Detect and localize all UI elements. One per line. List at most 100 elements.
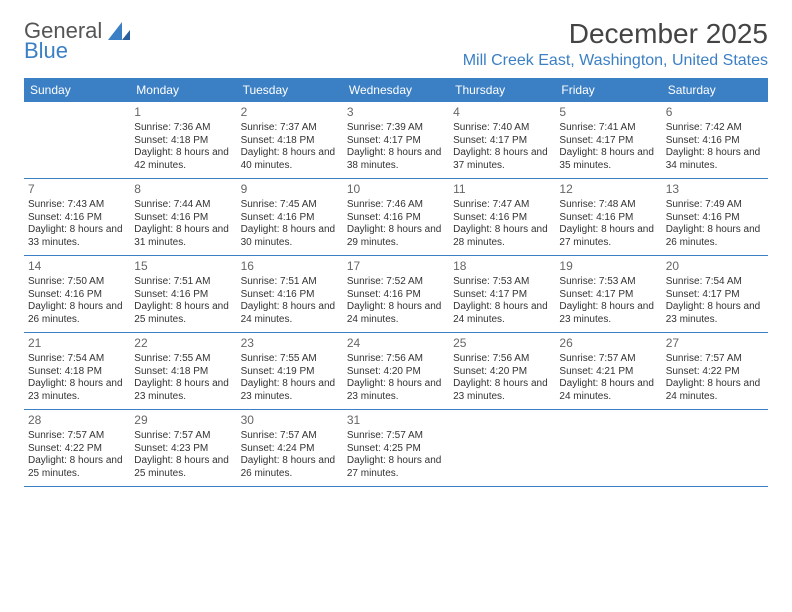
day-info: Sunrise: 7:53 AMSunset: 4:17 PMDaylight:… — [453, 276, 551, 326]
day-info: Sunrise: 7:55 AMSunset: 4:19 PMDaylight:… — [241, 353, 339, 403]
dow-tuesday: Tuesday — [237, 78, 343, 102]
day-number: 10 — [347, 182, 445, 197]
calendar-cell: 2 Sunrise: 7:37 AMSunset: 4:18 PMDaylight… — [237, 102, 343, 178]
day-number: 9 — [241, 182, 339, 197]
calendar-cell: 23 Sunrise: 7:55 AMSunset: 4:19 PMDayligh… — [237, 333, 343, 409]
calendar-cell — [24, 102, 130, 178]
dow-wednesday: Wednesday — [343, 78, 449, 102]
location-text: Mill Creek East, Washington, United Stat… — [463, 52, 768, 70]
day-info: Sunrise: 7:51 AMSunset: 4:16 PMDaylight:… — [241, 276, 339, 326]
dow-monday: Monday — [130, 78, 236, 102]
day-number: 3 — [347, 105, 445, 120]
day-info: Sunrise: 7:57 AMSunset: 4:21 PMDaylight:… — [559, 353, 657, 403]
calendar-cell: 22 Sunrise: 7:55 AMSunset: 4:18 PMDayligh… — [130, 333, 236, 409]
calendar-cell: 3 Sunrise: 7:39 AMSunset: 4:17 PMDaylight… — [343, 102, 449, 178]
calendar-cell: 24 Sunrise: 7:56 AMSunset: 4:20 PMDayligh… — [343, 333, 449, 409]
calendar-cell: 21Sunrise: 7:54 AMSunset: 4:18 PMDayligh… — [24, 333, 130, 409]
day-number: 24 — [347, 336, 445, 351]
calendar-cell: 12 Sunrise: 7:48 AMSunset: 4:16 PMDayligh… — [555, 179, 661, 255]
calendar-cell: 27 Sunrise: 7:57 AMSunset: 4:22 PMDayligh… — [662, 333, 768, 409]
day-number: 19 — [559, 259, 657, 274]
calendar-cell: 16 Sunrise: 7:51 AMSunset: 4:16 PMDayligh… — [237, 256, 343, 332]
calendar-cell: 26 Sunrise: 7:57 AMSunset: 4:21 PMDayligh… — [555, 333, 661, 409]
day-number: 31 — [347, 413, 445, 428]
day-number: 28 — [28, 413, 126, 428]
weeks-container: 1 Sunrise: 7:36 AMSunset: 4:18 PMDaylight… — [24, 102, 768, 487]
calendar-cell: 4 Sunrise: 7:40 AMSunset: 4:17 PMDaylight… — [449, 102, 555, 178]
week-row: 14 Sunrise: 7:50 AMSunset: 4:16 PMDayligh… — [24, 256, 768, 333]
day-info: Sunrise: 7:57 AMSunset: 4:24 PMDaylight:… — [241, 430, 339, 480]
day-info: Sunrise: 7:50 AMSunset: 4:16 PMDaylight:… — [28, 276, 126, 326]
calendar-cell: 30 Sunrise: 7:57 AMSunset: 4:24 PMDayligh… — [237, 410, 343, 486]
dow-friday: Friday — [555, 78, 661, 102]
calendar-cell: 31 Sunrise: 7:57 AMSunset: 4:25 PMDayligh… — [343, 410, 449, 486]
day-number: 25 — [453, 336, 551, 351]
calendar-cell: 7Sunrise: 7:43 AMSunset: 4:16 PMDaylight… — [24, 179, 130, 255]
day-number: 11 — [453, 182, 551, 197]
day-number: 5 — [559, 105, 657, 120]
day-number: 29 — [134, 413, 232, 428]
day-number: 8 — [134, 182, 232, 197]
calendar-cell: 5 Sunrise: 7:41 AMSunset: 4:17 PMDaylight… — [555, 102, 661, 178]
day-number: 16 — [241, 259, 339, 274]
day-info: Sunrise: 7:39 AMSunset: 4:17 PMDaylight:… — [347, 122, 445, 172]
day-info: Sunrise: 7:57 AMSunset: 4:22 PMDaylight:… — [28, 430, 126, 480]
calendar-cell: 29Sunrise: 7:57 AMSunset: 4:23 PMDayligh… — [130, 410, 236, 486]
day-info: Sunrise: 7:54 AMSunset: 4:17 PMDaylight:… — [666, 276, 764, 326]
dow-thursday: Thursday — [449, 78, 555, 102]
calendar-cell: 25Sunrise: 7:56 AMSunset: 4:20 PMDayligh… — [449, 333, 555, 409]
day-info: Sunrise: 7:55 AMSunset: 4:18 PMDaylight:… — [134, 353, 232, 403]
day-number: 22 — [134, 336, 232, 351]
week-row: 1 Sunrise: 7:36 AMSunset: 4:18 PMDaylight… — [24, 102, 768, 179]
day-info: Sunrise: 7:48 AMSunset: 4:16 PMDaylight:… — [559, 199, 657, 249]
calendar-cell: 6Sunrise: 7:42 AMSunset: 4:16 PMDaylight… — [662, 102, 768, 178]
day-number: 7 — [28, 182, 126, 197]
calendar-cell: 10 Sunrise: 7:46 AMSunset: 4:16 PMDayligh… — [343, 179, 449, 255]
day-info: Sunrise: 7:36 AMSunset: 4:18 PMDaylight:… — [134, 122, 232, 172]
day-number: 17 — [347, 259, 445, 274]
day-info: Sunrise: 7:41 AMSunset: 4:17 PMDaylight:… — [559, 122, 657, 172]
day-info: Sunrise: 7:57 AMSunset: 4:22 PMDaylight:… — [666, 353, 764, 403]
calendar-cell — [555, 410, 661, 486]
header: General December 2025 Mill Creek East, W… — [24, 18, 768, 70]
calendar-cell: 13Sunrise: 7:49 AMSunset: 4:16 PMDayligh… — [662, 179, 768, 255]
week-row: 28 Sunrise: 7:57 AMSunset: 4:22 PMDayligh… — [24, 410, 768, 487]
calendar-cell: 17Sunrise: 7:52 AMSunset: 4:16 PMDayligh… — [343, 256, 449, 332]
calendar-cell: 14 Sunrise: 7:50 AMSunset: 4:16 PMDayligh… — [24, 256, 130, 332]
day-info: Sunrise: 7:45 AMSunset: 4:16 PMDaylight:… — [241, 199, 339, 249]
day-number: 30 — [241, 413, 339, 428]
day-number: 4 — [453, 105, 551, 120]
title-block: December 2025 Mill Creek East, Washingto… — [463, 18, 768, 70]
day-number: 12 — [559, 182, 657, 197]
day-info: Sunrise: 7:53 AMSunset: 4:17 PMDaylight:… — [559, 276, 657, 326]
dow-saturday: Saturday — [662, 78, 768, 102]
logo-text-2: Blue — [24, 38, 68, 64]
week-row: 21Sunrise: 7:54 AMSunset: 4:18 PMDayligh… — [24, 333, 768, 410]
calendar-cell: 1 Sunrise: 7:36 AMSunset: 4:18 PMDaylight… — [130, 102, 236, 178]
day-number: 15 — [134, 259, 232, 274]
calendar-cell: 8Sunrise: 7:44 AMSunset: 4:16 PMDaylight… — [130, 179, 236, 255]
calendar-cell: 18 Sunrise: 7:53 AMSunset: 4:17 PMDayligh… — [449, 256, 555, 332]
calendar-cell: 19 Sunrise: 7:53 AMSunset: 4:17 PMDayligh… — [555, 256, 661, 332]
day-number: 23 — [241, 336, 339, 351]
day-number: 18 — [453, 259, 551, 274]
calendar-cell: 20Sunrise: 7:54 AMSunset: 4:17 PMDayligh… — [662, 256, 768, 332]
logo-triangle-icon — [108, 22, 130, 40]
calendar-cell — [662, 410, 768, 486]
day-number: 14 — [28, 259, 126, 274]
day-info: Sunrise: 7:47 AMSunset: 4:16 PMDaylight:… — [453, 199, 551, 249]
month-title: December 2025 — [463, 18, 768, 50]
day-info: Sunrise: 7:56 AMSunset: 4:20 PMDaylight:… — [347, 353, 445, 403]
day-number: 1 — [134, 105, 232, 120]
day-info: Sunrise: 7:57 AMSunset: 4:25 PMDaylight:… — [347, 430, 445, 480]
day-info: Sunrise: 7:54 AMSunset: 4:18 PMDaylight:… — [28, 353, 126, 403]
day-number: 26 — [559, 336, 657, 351]
calendar-cell: 11 Sunrise: 7:47 AMSunset: 4:16 PMDayligh… — [449, 179, 555, 255]
calendar-cell: 15Sunrise: 7:51 AMSunset: 4:16 PMDayligh… — [130, 256, 236, 332]
day-info: Sunrise: 7:40 AMSunset: 4:17 PMDaylight:… — [453, 122, 551, 172]
calendar-cell: 9 Sunrise: 7:45 AMSunset: 4:16 PMDaylight… — [237, 179, 343, 255]
day-info: Sunrise: 7:46 AMSunset: 4:16 PMDaylight:… — [347, 199, 445, 249]
day-number: 27 — [666, 336, 764, 351]
day-info: Sunrise: 7:37 AMSunset: 4:18 PMDaylight:… — [241, 122, 339, 172]
day-number: 2 — [241, 105, 339, 120]
